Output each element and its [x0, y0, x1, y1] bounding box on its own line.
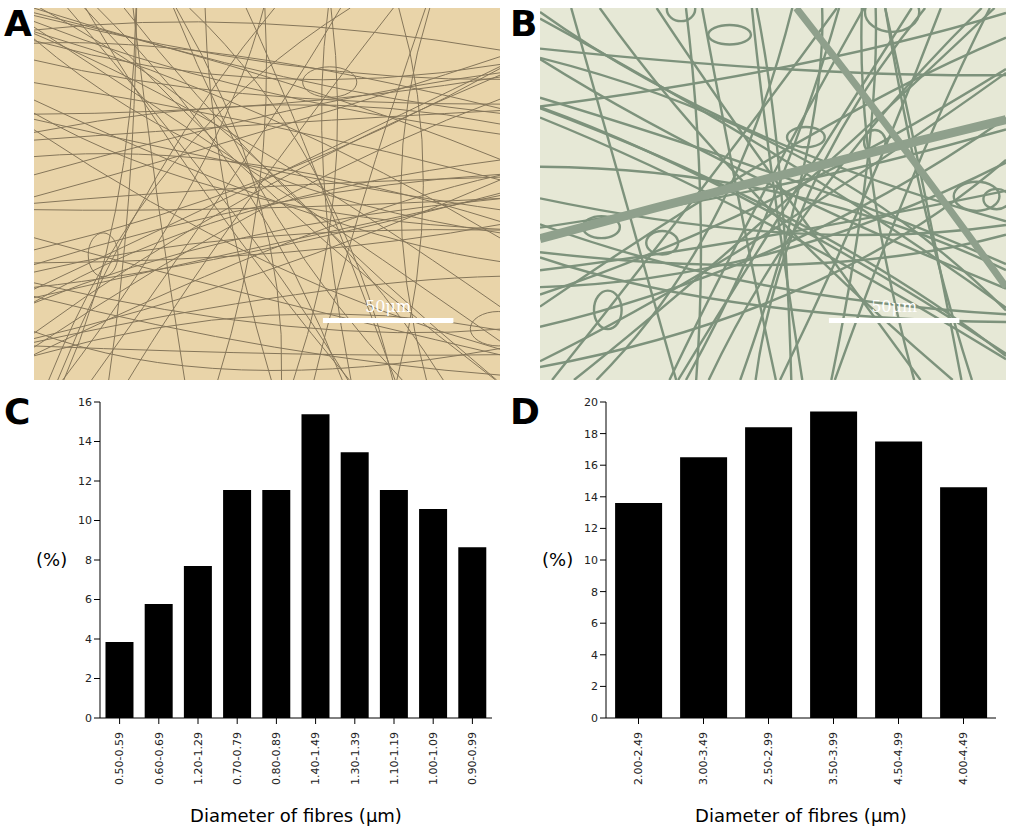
svg-text:4: 4: [85, 633, 92, 646]
html-text:A: A: [4, 3, 32, 44]
svg-text:12: 12: [584, 522, 598, 535]
svg-text:50μm: 50μm: [871, 297, 917, 316]
svg-text:2.00-2.49: 2.00-2.49: [632, 732, 645, 785]
svg-text:18: 18: [584, 428, 598, 441]
svg-text:Diameter of fibres (μm): Diameter of fibres (μm): [695, 805, 907, 826]
svg-text:4.00-4.49: 4.00-4.49: [957, 732, 970, 785]
svg-text:3.50-3.99: 3.50-3.99: [827, 732, 840, 785]
svg-text:8: 8: [591, 586, 598, 599]
svg-text:4: 4: [591, 649, 598, 662]
svg-text:2: 2: [85, 672, 92, 685]
svg-text:6: 6: [85, 593, 92, 606]
svg-text:0.60-0.69: 0.60-0.69: [153, 732, 166, 785]
svg-text:8: 8: [85, 554, 92, 567]
svg-text:16: 16: [78, 396, 92, 409]
svg-text:0.70-0.79: 0.70-0.79: [231, 732, 244, 785]
svg-text:1.10-1.19: 1.10-1.19: [388, 732, 401, 785]
svg-text:10: 10: [584, 554, 598, 567]
svg-text:Diameter of fibres (μm): Diameter of fibres (μm): [190, 805, 402, 826]
svg-text:0: 0: [85, 712, 92, 725]
svg-text:14: 14: [584, 491, 598, 504]
svg-text:0: 0: [591, 712, 598, 725]
svg-text:12: 12: [78, 475, 92, 488]
svg-text:10: 10: [78, 514, 92, 527]
svg-text:0.50-0.59: 0.50-0.59: [113, 732, 126, 785]
html-text:C: C: [4, 391, 31, 432]
svg-text:2: 2: [591, 680, 598, 693]
svg-text:0.80-0.89: 0.80-0.89: [270, 732, 283, 785]
svg-text:(%): (%): [542, 549, 573, 570]
svg-text:6: 6: [591, 617, 598, 630]
html-text:D: D: [510, 391, 540, 432]
svg-text:3.00-3.49: 3.00-3.49: [697, 732, 710, 785]
svg-text:0.90-0.99: 0.90-0.99: [466, 732, 479, 785]
svg-text:50μm: 50μm: [365, 297, 411, 316]
svg-text:2.50-2.99: 2.50-2.99: [762, 732, 775, 785]
svg-text:14: 14: [78, 435, 92, 448]
svg-text:1.20-1.29: 1.20-1.29: [192, 732, 205, 785]
html-text:B: B: [510, 3, 538, 44]
svg-text:16: 16: [584, 459, 598, 472]
svg-text:4.50-4.99: 4.50-4.99: [892, 732, 905, 785]
svg-text:1.00-1.09: 1.00-1.09: [427, 732, 440, 785]
svg-text:1.30-1.39: 1.30-1.39: [349, 732, 362, 785]
svg-text:1.40-1.49: 1.40-1.49: [309, 732, 322, 785]
svg-text:20: 20: [584, 396, 598, 409]
svg-text:(%): (%): [36, 549, 67, 570]
